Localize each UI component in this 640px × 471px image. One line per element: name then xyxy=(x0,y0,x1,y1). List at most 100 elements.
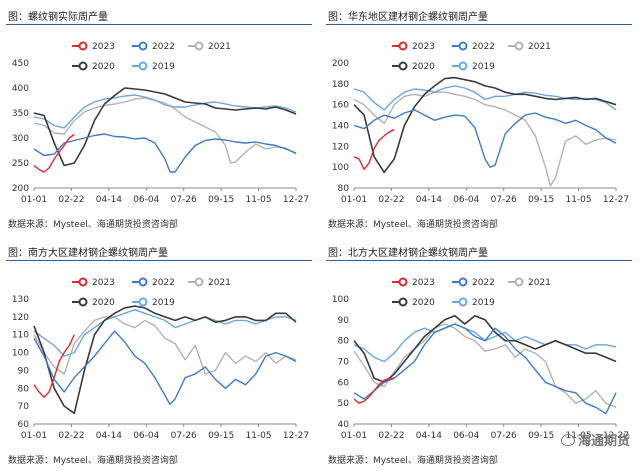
y-tick-label: 200 xyxy=(332,59,349,69)
x-tick-label: 01-01 xyxy=(341,431,367,441)
x-tick-label: 06-04 xyxy=(453,431,479,441)
legend-marker xyxy=(398,297,408,307)
chart-title: 图：螺纹钢实际周产量 xyxy=(8,12,108,23)
legend-item-2022: 2022 xyxy=(452,277,495,288)
legend-label: 2023 xyxy=(92,278,115,288)
x-tick-label: 02-22 xyxy=(378,195,404,205)
x-tick-label: 09-15 xyxy=(528,195,554,205)
x-tick-label: 06-04 xyxy=(133,195,159,205)
x-tick-label: 04-14 xyxy=(416,195,442,205)
series-line-2021 xyxy=(353,323,617,408)
legend-item-2019: 2019 xyxy=(132,297,175,308)
x-tick-label: 12-27 xyxy=(283,431,309,441)
x-tick-label: 09-15 xyxy=(528,431,554,441)
title-rule xyxy=(6,260,312,261)
legend-item-2023: 2023 xyxy=(392,277,435,288)
x-tick-label: 12-27 xyxy=(603,195,629,205)
chart-area: 2023 2022 2021 2020 2019 200 250 300 350 400 450 01… xyxy=(12,41,309,205)
series-line-2022 xyxy=(353,323,617,415)
x-tick-label: 12-27 xyxy=(603,431,629,441)
x-tick-label: 09-15 xyxy=(208,431,234,441)
legend-marker xyxy=(138,277,148,287)
source-note: 数据来源：Mysteel、海通期货投资咨询部 xyxy=(8,456,178,466)
legend-marker xyxy=(138,41,148,51)
y-tick-label: 80 xyxy=(18,384,30,394)
series-line-2020 xyxy=(353,314,617,384)
legend-marker xyxy=(398,277,408,287)
y-tick-label: 200 xyxy=(12,184,29,194)
legend-label: 2021 xyxy=(208,278,231,288)
legend-marker xyxy=(458,297,468,307)
x-tick-label: 09-15 xyxy=(208,195,234,205)
x-tick-label: 01-01 xyxy=(341,195,367,205)
legend-item-2023: 2023 xyxy=(72,277,115,288)
x-tick-label: 07-26 xyxy=(171,431,197,441)
x-tick-label: 06-04 xyxy=(133,431,159,441)
y-tick-label: 130 xyxy=(12,295,29,305)
panel-rebar-north: 图：北方大区建材钢企螺纹钢周产量 2023 2022 2021 2020 2019 40 5… xyxy=(320,236,640,471)
x-tick-label: 11-05 xyxy=(245,195,271,205)
series-line-2023 xyxy=(353,129,395,171)
y-tick-label: 100 xyxy=(12,349,29,359)
x-tick-label: 07-26 xyxy=(491,431,517,441)
panel-rebar-east: 图：华东地区建材钢企螺纹钢周产量 2023 2022 2021 2020 2019 80 1… xyxy=(320,0,640,235)
legend-item-2019: 2019 xyxy=(452,61,495,72)
source-note: 数据来源：Mysteel、海通期货投资咨询部 xyxy=(328,456,498,466)
legend-marker xyxy=(194,277,204,287)
x-tick-label: 04-14 xyxy=(96,431,122,441)
y-tick-label: 60 xyxy=(18,420,30,430)
legend-label: 2021 xyxy=(528,278,551,288)
legend-label: 2020 xyxy=(412,298,435,308)
series-line-2019 xyxy=(33,94,297,129)
legend-marker xyxy=(458,61,468,71)
y-tick-label: 70 xyxy=(338,358,350,368)
chart-area: 2023 2022 2021 2020 2019 80 100 120 140 160 180 200… xyxy=(332,41,629,205)
y-tick-label: 80 xyxy=(338,184,350,194)
x-tick-label: 06-04 xyxy=(453,195,479,205)
x-tick-label: 04-14 xyxy=(416,431,442,441)
y-tick-label: 450 xyxy=(12,59,29,69)
legend-label: 2023 xyxy=(412,42,435,52)
series-line-2020 xyxy=(33,87,297,167)
legend-label: 2022 xyxy=(472,42,495,52)
watermark-logo: 海通期货 xyxy=(560,430,630,449)
legend-label: 2020 xyxy=(92,298,115,308)
legend-label: 2019 xyxy=(152,298,175,308)
y-tick-label: 250 xyxy=(12,159,29,169)
legend-label: 2022 xyxy=(152,42,175,52)
legend-item-2020: 2020 xyxy=(392,61,435,72)
legend-marker xyxy=(398,61,408,71)
legend-marker xyxy=(514,277,524,287)
legend-label: 2022 xyxy=(152,278,175,288)
legend-label: 2020 xyxy=(412,62,435,72)
legend-label: 2023 xyxy=(412,278,435,288)
series-line-2019 xyxy=(353,85,617,111)
legend-label: 2019 xyxy=(472,62,495,72)
legend-item-2020: 2020 xyxy=(72,61,115,72)
series-line-2019 xyxy=(353,323,617,363)
legend-item-2021: 2021 xyxy=(508,41,551,52)
y-tick-label: 160 xyxy=(332,101,349,111)
y-tick-label: 90 xyxy=(338,316,350,326)
y-tick-label: 90 xyxy=(18,366,30,376)
x-tick-label: 01-01 xyxy=(21,195,47,205)
legend-item-2023: 2023 xyxy=(72,41,115,52)
legend-item-2022: 2022 xyxy=(132,41,175,52)
legend-label: 2022 xyxy=(472,278,495,288)
legend-item-2020: 2020 xyxy=(392,297,435,308)
y-tick-label: 100 xyxy=(332,295,349,305)
legend-label: 2021 xyxy=(528,42,551,52)
legend-item-2021: 2021 xyxy=(188,41,231,52)
x-tick-label: 07-26 xyxy=(491,195,517,205)
y-tick-label: 400 xyxy=(12,84,29,94)
legend-marker xyxy=(194,41,204,51)
legend-marker xyxy=(514,41,524,51)
legend-item-2022: 2022 xyxy=(452,41,495,52)
y-tick-label: 110 xyxy=(12,331,29,341)
legend-marker xyxy=(398,41,408,51)
legend-item-2022: 2022 xyxy=(132,277,175,288)
title-rule xyxy=(326,24,632,25)
y-tick-label: 50 xyxy=(338,399,350,409)
legend-item-2020: 2020 xyxy=(72,297,115,308)
y-tick-label: 80 xyxy=(338,337,350,347)
